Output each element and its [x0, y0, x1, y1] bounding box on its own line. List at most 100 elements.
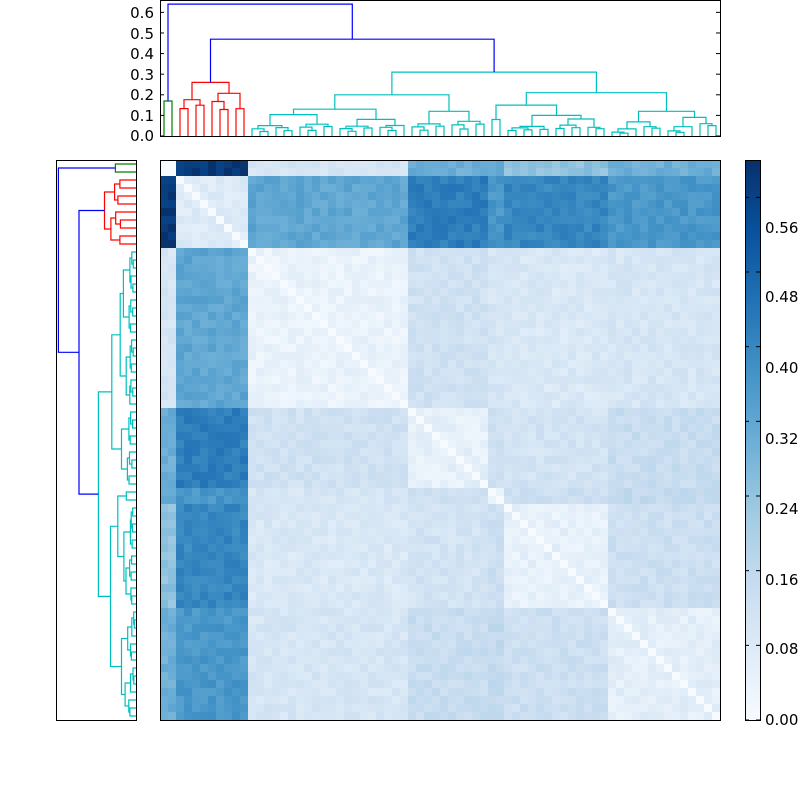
heatmap-cell	[544, 176, 553, 185]
heatmap-cell	[176, 184, 185, 193]
heatmap-cell	[296, 280, 305, 289]
heatmap-cell	[496, 592, 505, 601]
heatmap-cell	[432, 544, 441, 553]
heatmap-cell	[232, 224, 241, 233]
heatmap-cell	[168, 216, 177, 225]
heatmap-cell	[240, 712, 249, 721]
heatmap-cell	[304, 656, 313, 665]
heatmap-cell	[376, 216, 385, 225]
heatmap-cell	[168, 488, 177, 497]
heatmap-cell	[472, 192, 481, 201]
heatmap-cell	[656, 176, 665, 185]
heatmap-cell	[416, 688, 425, 697]
heatmap-cell	[400, 208, 409, 217]
heatmap-cell	[400, 448, 409, 457]
heatmap-cell	[304, 432, 313, 441]
heatmap-cell	[584, 264, 593, 273]
heatmap-cell	[712, 176, 721, 185]
heatmap-cell	[656, 440, 665, 449]
heatmap-cell	[472, 200, 481, 209]
dendrogram-link	[132, 667, 136, 681]
heatmap-cell	[344, 208, 353, 217]
heatmap-cell	[160, 504, 169, 513]
heatmap-cell	[360, 160, 369, 169]
heatmap-cell	[344, 440, 353, 449]
heatmap-cell	[648, 272, 657, 281]
heatmap-cell	[232, 360, 241, 369]
heatmap-cell	[472, 368, 481, 377]
heatmap-cell	[456, 496, 465, 505]
heatmap-cell	[256, 248, 265, 257]
heatmap-cell	[296, 248, 305, 257]
heatmap-cell	[304, 712, 313, 721]
heatmap-cell	[624, 328, 633, 337]
heatmap-cell	[272, 376, 281, 385]
heatmap-cell	[192, 472, 201, 481]
heatmap-cell	[520, 240, 529, 249]
heatmap-cell	[184, 616, 193, 625]
heatmap-cell	[552, 504, 561, 513]
heatmap-cell	[480, 176, 489, 185]
heatmap-cell	[360, 528, 369, 537]
heatmap-cell	[208, 624, 217, 633]
heatmap-cell	[216, 584, 225, 593]
heatmap-cell	[696, 192, 705, 201]
heatmap-cell	[696, 296, 705, 305]
heatmap-cell	[384, 472, 393, 481]
heatmap-cell	[600, 640, 609, 649]
heatmap-cell	[688, 216, 697, 225]
heatmap-cell	[672, 376, 681, 385]
heatmap-cell	[464, 408, 473, 417]
heatmap-cell	[416, 200, 425, 209]
heatmap-cell	[352, 496, 361, 505]
heatmap-cell	[160, 416, 169, 425]
heatmap-cell	[592, 304, 601, 313]
heatmap-cell	[632, 360, 641, 369]
heatmap-cell	[328, 176, 337, 185]
heatmap-cell	[312, 208, 321, 217]
heatmap-cell	[416, 192, 425, 201]
heatmap-cell	[520, 360, 529, 369]
heatmap-cell	[584, 544, 593, 553]
heatmap-cell	[296, 408, 305, 417]
heatmap-cell	[576, 392, 585, 401]
heatmap-cell	[528, 296, 537, 305]
heatmap-cell	[360, 368, 369, 377]
heatmap-cell	[616, 656, 625, 665]
heatmap-cell	[440, 368, 449, 377]
heatmap-cell	[264, 384, 273, 393]
heatmap-cell	[640, 536, 649, 545]
heatmap-cell	[424, 576, 433, 585]
heatmap-cell	[368, 568, 377, 577]
heatmap-cell	[248, 480, 257, 489]
heatmap-cell	[392, 160, 401, 169]
heatmap-cell	[296, 488, 305, 497]
heatmap-cell	[384, 632, 393, 641]
heatmap-cell	[480, 456, 489, 465]
heatmap-cell	[352, 384, 361, 393]
heatmap-cell	[568, 528, 577, 537]
heatmap-cell	[376, 384, 385, 393]
heatmap-cell	[504, 664, 513, 673]
heatmap-cell	[376, 328, 385, 337]
heatmap-cell	[704, 488, 713, 497]
heatmap-cell	[656, 488, 665, 497]
heatmap-cell	[512, 272, 521, 281]
heatmap-cell	[528, 680, 537, 689]
heatmap-cell	[280, 304, 289, 313]
heatmap-cell	[344, 688, 353, 697]
heatmap-cell	[536, 664, 545, 673]
heatmap-cell	[656, 664, 665, 673]
heatmap-cell	[680, 528, 689, 537]
heatmap-cell	[248, 616, 257, 625]
dendrogram-link	[117, 195, 136, 205]
heatmap-cell	[656, 256, 665, 265]
heatmap-cell	[576, 704, 585, 713]
heatmap-cell	[616, 328, 625, 337]
heatmap-cell	[208, 488, 217, 497]
heatmap-cell	[192, 168, 201, 177]
heatmap-cell	[688, 336, 697, 345]
heatmap-cell	[184, 344, 193, 353]
heatmap-cell	[680, 552, 689, 561]
heatmap-cell	[496, 680, 505, 689]
